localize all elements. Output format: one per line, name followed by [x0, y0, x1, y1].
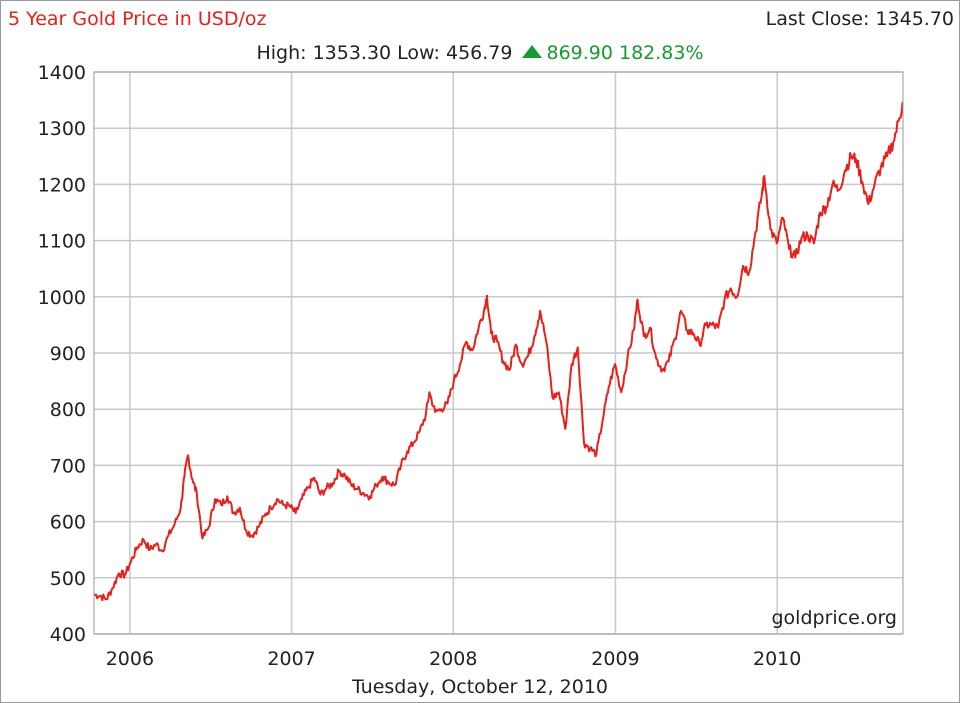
x-axis: 2006 2007 2008 2009 2010	[106, 648, 802, 670]
y-tick-label: 1000	[38, 287, 86, 309]
price-change: 869.90 182.83%	[546, 42, 704, 64]
watermark: goldprice.org	[771, 607, 897, 629]
price-stats: High: 1353.30 Low: 456.79 869.90 182.83%	[0, 42, 960, 64]
y-tick-label: 1400	[38, 62, 86, 84]
y-tick-label: 1300	[38, 118, 86, 140]
grid	[94, 71, 903, 635]
y-tick-label: 900	[50, 343, 86, 365]
last-close: Last Close: 1345.70	[765, 8, 954, 30]
x-tick-label: 2007	[267, 648, 315, 670]
x-tick-label: 2006	[106, 648, 154, 670]
plot-border	[93, 71, 904, 635]
price-line	[93, 101, 904, 602]
y-tick-label: 1100	[38, 231, 86, 253]
x-tick-label: 2010	[753, 648, 801, 670]
y-tick-label: 600	[50, 512, 86, 534]
y-tick-label: 500	[50, 568, 86, 590]
y-tick-label: 800	[50, 399, 86, 421]
y-tick-label: 1200	[38, 174, 86, 196]
y-tick-label: 700	[50, 455, 86, 477]
chart-title: 5 Year Gold Price in USD/oz	[8, 8, 267, 30]
y-axis: 400 500 600 700 800 900 1000 1100 1200 1300 1400	[38, 62, 86, 646]
x-tick-label: 2008	[429, 648, 477, 670]
high-low: High: 1353.30 Low: 456.79	[256, 42, 513, 64]
y-tick-label: 400	[50, 624, 86, 646]
chart-date: Tuesday, October 12, 2010	[351, 676, 609, 698]
x-tick-label: 2009	[591, 648, 639, 670]
up-arrow-icon	[522, 45, 543, 58]
